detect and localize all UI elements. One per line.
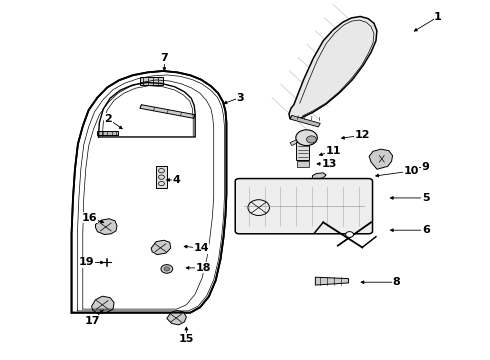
Polygon shape bbox=[151, 240, 171, 255]
Polygon shape bbox=[156, 166, 167, 188]
Text: 8: 8 bbox=[392, 277, 400, 287]
Text: 19: 19 bbox=[79, 257, 95, 267]
Polygon shape bbox=[167, 311, 186, 325]
Text: 17: 17 bbox=[85, 316, 100, 325]
FancyBboxPatch shape bbox=[235, 179, 372, 234]
Polygon shape bbox=[96, 219, 117, 234]
Polygon shape bbox=[98, 131, 118, 135]
Text: 1: 1 bbox=[434, 12, 442, 22]
Text: 16: 16 bbox=[82, 213, 98, 222]
Polygon shape bbox=[313, 173, 326, 180]
Polygon shape bbox=[290, 116, 320, 127]
Polygon shape bbox=[72, 71, 226, 313]
Polygon shape bbox=[92, 296, 114, 314]
Text: 14: 14 bbox=[193, 243, 209, 253]
Polygon shape bbox=[140, 77, 163, 85]
Text: 13: 13 bbox=[321, 159, 337, 169]
Polygon shape bbox=[140, 105, 195, 118]
Text: 18: 18 bbox=[196, 263, 211, 273]
Text: 9: 9 bbox=[422, 162, 430, 172]
Circle shape bbox=[307, 136, 317, 143]
Circle shape bbox=[164, 267, 170, 271]
Text: 12: 12 bbox=[355, 130, 370, 140]
Polygon shape bbox=[289, 17, 377, 120]
Circle shape bbox=[296, 130, 318, 145]
Circle shape bbox=[161, 265, 172, 273]
Text: 4: 4 bbox=[172, 175, 180, 185]
Text: 11: 11 bbox=[325, 146, 341, 156]
Text: 10: 10 bbox=[403, 166, 419, 176]
Text: 6: 6 bbox=[422, 225, 430, 235]
Polygon shape bbox=[369, 149, 392, 169]
Text: 15: 15 bbox=[179, 333, 194, 343]
Text: 2: 2 bbox=[104, 114, 112, 124]
Polygon shape bbox=[296, 142, 310, 159]
Circle shape bbox=[345, 231, 353, 237]
Polygon shape bbox=[297, 161, 309, 167]
Text: 3: 3 bbox=[236, 93, 244, 103]
Polygon shape bbox=[316, 277, 348, 285]
Text: 5: 5 bbox=[422, 193, 430, 203]
Polygon shape bbox=[290, 139, 299, 145]
Text: 7: 7 bbox=[161, 53, 168, 63]
